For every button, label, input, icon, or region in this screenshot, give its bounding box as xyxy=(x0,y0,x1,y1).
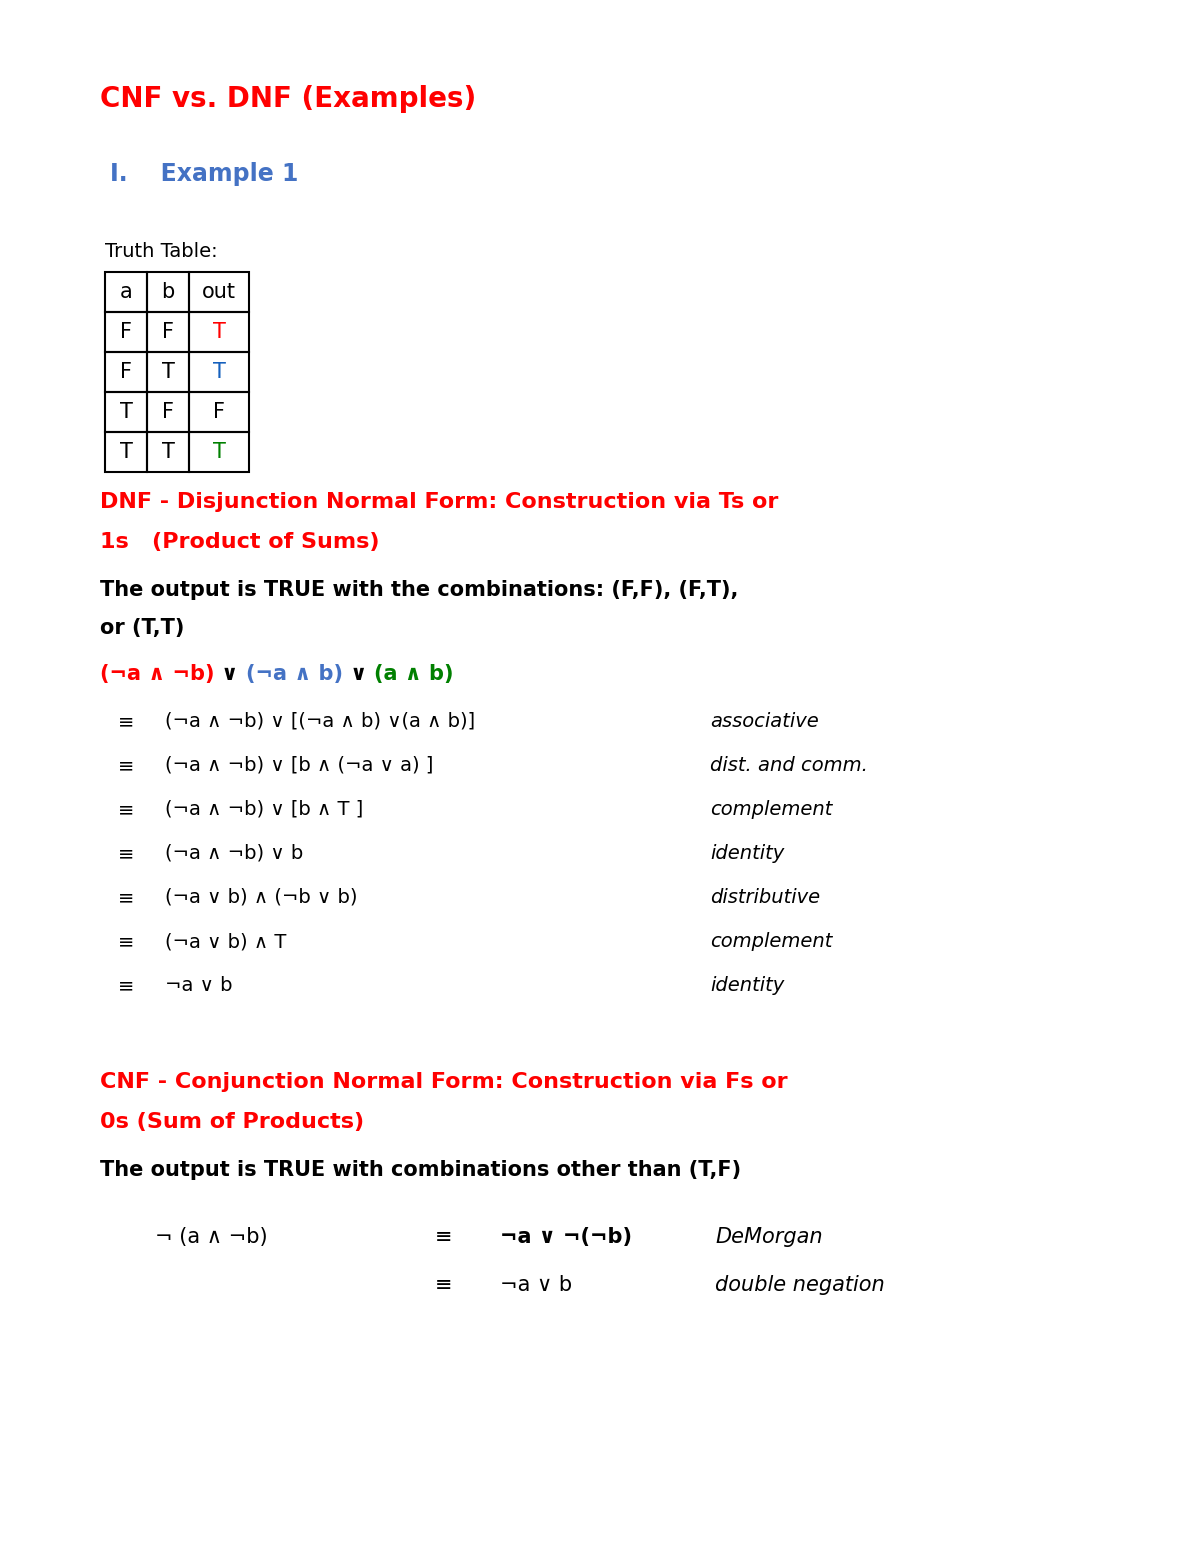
Text: associative: associative xyxy=(710,711,818,731)
Text: distributive: distributive xyxy=(710,888,820,907)
Text: complement: complement xyxy=(710,932,833,950)
Text: out: out xyxy=(202,283,236,301)
Bar xyxy=(190,432,250,472)
Text: identity: identity xyxy=(710,843,785,863)
Bar xyxy=(106,312,148,353)
Text: T: T xyxy=(212,321,226,342)
Text: ¬a ∨ ¬(¬b): ¬a ∨ ¬(¬b) xyxy=(500,1227,632,1247)
Text: ≡: ≡ xyxy=(118,975,134,995)
Text: T: T xyxy=(162,443,174,461)
Text: ≡: ≡ xyxy=(118,756,134,775)
Text: T: T xyxy=(212,443,226,461)
Text: ¬a ∨ b: ¬a ∨ b xyxy=(500,1275,572,1295)
Bar xyxy=(106,391,148,432)
Bar xyxy=(148,391,190,432)
Text: T: T xyxy=(120,443,132,461)
Text: ≡: ≡ xyxy=(118,843,134,863)
Text: ≡: ≡ xyxy=(118,711,134,731)
Text: (a ∧ b): (a ∧ b) xyxy=(374,665,454,683)
Bar xyxy=(106,353,148,391)
Bar xyxy=(106,432,148,472)
Bar xyxy=(148,312,190,353)
Text: F: F xyxy=(120,321,132,342)
Bar xyxy=(148,353,190,391)
Text: (¬a ∧ ¬b): (¬a ∧ ¬b) xyxy=(100,665,215,683)
Text: ¬a ∨ b: ¬a ∨ b xyxy=(166,975,233,995)
Text: F: F xyxy=(120,362,132,382)
Text: DNF - Disjunction Normal Form: Construction via Ts or: DNF - Disjunction Normal Form: Construct… xyxy=(100,492,779,512)
Text: F: F xyxy=(214,402,226,422)
Text: F: F xyxy=(162,321,174,342)
Bar xyxy=(190,353,250,391)
Text: a: a xyxy=(120,283,132,301)
Text: The output is TRUE with the combinations: (F,F), (F,T),: The output is TRUE with the combinations… xyxy=(100,579,738,599)
Text: (¬a ∧ ¬b) ∨ [b ∧ T ]: (¬a ∧ ¬b) ∨ [b ∧ T ] xyxy=(166,800,364,818)
Text: ≡: ≡ xyxy=(434,1227,452,1247)
Text: ≡: ≡ xyxy=(118,932,134,950)
Text: (¬a ∨ b) ∧ (¬b ∨ b): (¬a ∨ b) ∧ (¬b ∨ b) xyxy=(166,888,358,907)
Text: identity: identity xyxy=(710,975,785,995)
Text: Truth Table:: Truth Table: xyxy=(106,242,217,261)
Text: ≡: ≡ xyxy=(118,800,134,818)
Text: DeMorgan: DeMorgan xyxy=(715,1227,823,1247)
Text: CNF - Conjunction Normal Form: Construction via Fs or: CNF - Conjunction Normal Form: Construct… xyxy=(100,1072,787,1092)
Text: (¬a ∨ b) ∧ T: (¬a ∨ b) ∧ T xyxy=(166,932,287,950)
Text: b: b xyxy=(161,283,175,301)
Bar xyxy=(148,272,190,312)
Text: 1s   (Product of Sums): 1s (Product of Sums) xyxy=(100,533,379,551)
Text: F: F xyxy=(162,402,174,422)
Text: or (T,T): or (T,T) xyxy=(100,618,185,638)
Text: ∨: ∨ xyxy=(215,665,246,683)
Text: (¬a ∧ ¬b) ∨ [(¬a ∧ b) ∨(a ∧ b)]: (¬a ∧ ¬b) ∨ [(¬a ∧ b) ∨(a ∧ b)] xyxy=(166,711,475,731)
Text: The output is TRUE with combinations other than (T,F): The output is TRUE with combinations oth… xyxy=(100,1160,742,1180)
Text: double negation: double negation xyxy=(715,1275,884,1295)
Bar xyxy=(190,312,250,353)
Text: T: T xyxy=(212,362,226,382)
Text: dist. and comm.: dist. and comm. xyxy=(710,756,868,775)
Text: ¬ (a ∧ ¬b): ¬ (a ∧ ¬b) xyxy=(155,1227,268,1247)
Text: (¬a ∧ ¬b) ∨ [b ∧ (¬a ∨ a) ]: (¬a ∧ ¬b) ∨ [b ∧ (¬a ∨ a) ] xyxy=(166,756,433,775)
Bar xyxy=(190,391,250,432)
Text: I.    Example 1: I. Example 1 xyxy=(110,162,299,186)
Text: ≡: ≡ xyxy=(434,1275,452,1295)
Text: T: T xyxy=(120,402,132,422)
Text: ≡: ≡ xyxy=(118,888,134,907)
Text: (¬a ∧ b): (¬a ∧ b) xyxy=(246,665,343,683)
Text: T: T xyxy=(162,362,174,382)
Text: ∨: ∨ xyxy=(343,665,374,683)
Text: complement: complement xyxy=(710,800,833,818)
Bar xyxy=(148,432,190,472)
Bar xyxy=(106,272,148,312)
Text: (¬a ∧ ¬b) ∨ b: (¬a ∧ ¬b) ∨ b xyxy=(166,843,304,863)
Bar xyxy=(190,272,250,312)
Text: 0s (Sum of Products): 0s (Sum of Products) xyxy=(100,1112,364,1132)
Text: CNF vs. DNF (Examples): CNF vs. DNF (Examples) xyxy=(100,85,476,113)
